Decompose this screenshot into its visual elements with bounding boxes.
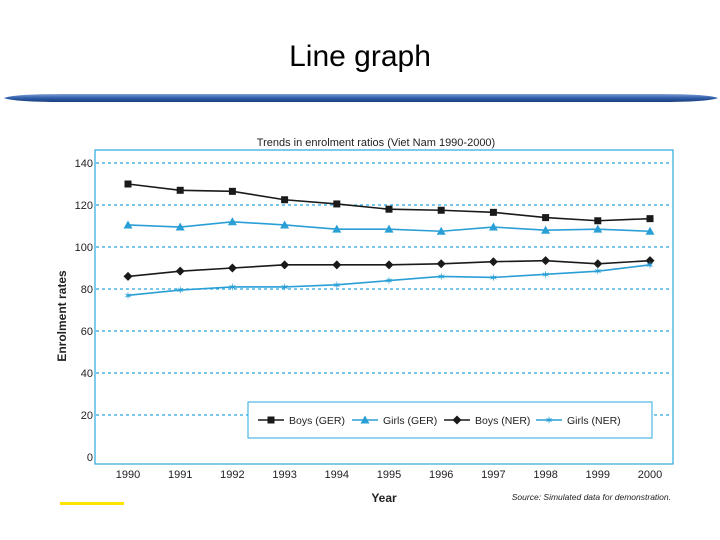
data-point: ✶ (541, 268, 550, 281)
yellow-highlight-mark (60, 502, 124, 505)
y-tick-label: 20 (81, 410, 93, 422)
slide-title: Line graph (289, 40, 431, 73)
data-point (175, 222, 185, 231)
gridlines (96, 162, 672, 416)
data-point (593, 259, 603, 269)
series-boys-ner (123, 256, 655, 281)
data-point (645, 256, 655, 266)
legend-label: Boys (NER) (475, 415, 530, 427)
series-boys-ger (124, 180, 654, 225)
legend-item: Girls (GER) (352, 415, 437, 427)
data-point (332, 224, 342, 233)
data-point (542, 214, 550, 222)
x-axis-label: Year (371, 491, 397, 505)
y-tick-label: 140 (75, 158, 93, 170)
y-tick-label: 100 (75, 242, 93, 254)
data-point: ✶ (332, 279, 341, 292)
data-point (228, 187, 236, 195)
y-tick-label: 0 (87, 452, 93, 464)
y-tick-labels: 0 20 40 60 80 100 120 140 (75, 158, 93, 464)
data-point (333, 200, 341, 208)
x-tick-label: 1991 (168, 469, 192, 481)
data-point (436, 259, 446, 269)
chart-frame (94, 149, 674, 465)
data-point (541, 225, 551, 234)
data-point (124, 180, 132, 188)
x-tick-label: 1990 (116, 469, 140, 481)
data-point (227, 263, 237, 273)
data-point: ✶ (437, 270, 446, 283)
y-tick-label: 60 (81, 326, 93, 338)
data-point (175, 266, 185, 276)
y-tick-label: 120 (75, 200, 93, 212)
x-tick-label: 1999 (586, 469, 610, 481)
x-tick-label: 1997 (481, 469, 505, 481)
data-point (176, 186, 184, 194)
legend-label: Girls (GER) (383, 415, 437, 427)
legend-item: Boys (NER) (444, 415, 530, 427)
y-tick-label: 80 (81, 284, 93, 296)
data-point (489, 208, 497, 216)
x-tick-label: 1994 (325, 469, 349, 481)
x-tick-label: 1993 (272, 469, 296, 481)
data-point (488, 222, 498, 231)
x-tick-label: 1995 (377, 469, 401, 481)
data-point (384, 260, 394, 270)
data-point (267, 416, 275, 424)
x-tick-labels: 1990 1991 1992 1993 1994 1995 1996 1997 1998 1999… (116, 469, 662, 481)
data-point: ✶ (384, 275, 393, 288)
data-point (645, 226, 655, 235)
data-point (593, 224, 603, 233)
legend-item: Boys (GER) (258, 415, 345, 427)
y-axis-label: Enrolment rates (55, 270, 69, 362)
data-point (594, 217, 602, 225)
data-point (384, 224, 394, 233)
data-point (360, 415, 370, 424)
data-point (452, 415, 462, 425)
data-point (281, 196, 289, 204)
data-point (280, 220, 290, 229)
series-girls-ger (123, 217, 655, 235)
data-point (123, 271, 133, 281)
x-tick-label: 1998 (533, 469, 557, 481)
data-point: ✶ (176, 284, 185, 297)
x-tick-label: 2000 (638, 469, 662, 481)
data-point (436, 226, 446, 235)
data-point (280, 260, 290, 270)
data-point: ✶ (280, 281, 289, 294)
series-line (127, 183, 651, 222)
legend-label: Boys (GER) (289, 415, 345, 427)
legend-item: ✶ Girls (NER) (536, 414, 621, 427)
data-point (488, 257, 498, 267)
title-underline-bar (4, 94, 718, 102)
data-point: ✶ (544, 414, 553, 427)
data-point (541, 256, 551, 266)
data-point (437, 206, 445, 214)
data-point (332, 260, 342, 270)
series-group: ✶ ✶ ✶ ✶ ✶ ✶ ✶ ✶ ✶ ✶ ✶ (123, 180, 655, 302)
source-note: Source: Simulated data for demonstration… (512, 492, 671, 502)
data-point: ✶ (645, 259, 654, 272)
series-line (127, 264, 651, 297)
x-tick-label: 1996 (429, 469, 453, 481)
data-point (385, 205, 393, 213)
data-point: ✶ (489, 271, 498, 284)
data-point (646, 215, 654, 223)
x-tick-label: 1992 (220, 469, 244, 481)
data-point: ✶ (123, 289, 132, 302)
data-point: ✶ (593, 265, 602, 278)
chart-title: Trends in enrolment ratios (Viet Nam 199… (257, 137, 495, 149)
data-point: ✶ (228, 281, 237, 294)
data-point (123, 220, 133, 229)
legend: Boys (GER) Girls (GER) Boys (NER) ✶ Girls (N… (247, 401, 653, 439)
legend-label: Girls (NER) (567, 415, 621, 427)
series-girls-ner: ✶ ✶ ✶ ✶ ✶ ✶ ✶ ✶ ✶ ✶ ✶ (123, 259, 654, 302)
data-point (227, 217, 237, 226)
y-tick-label: 40 (81, 368, 93, 380)
